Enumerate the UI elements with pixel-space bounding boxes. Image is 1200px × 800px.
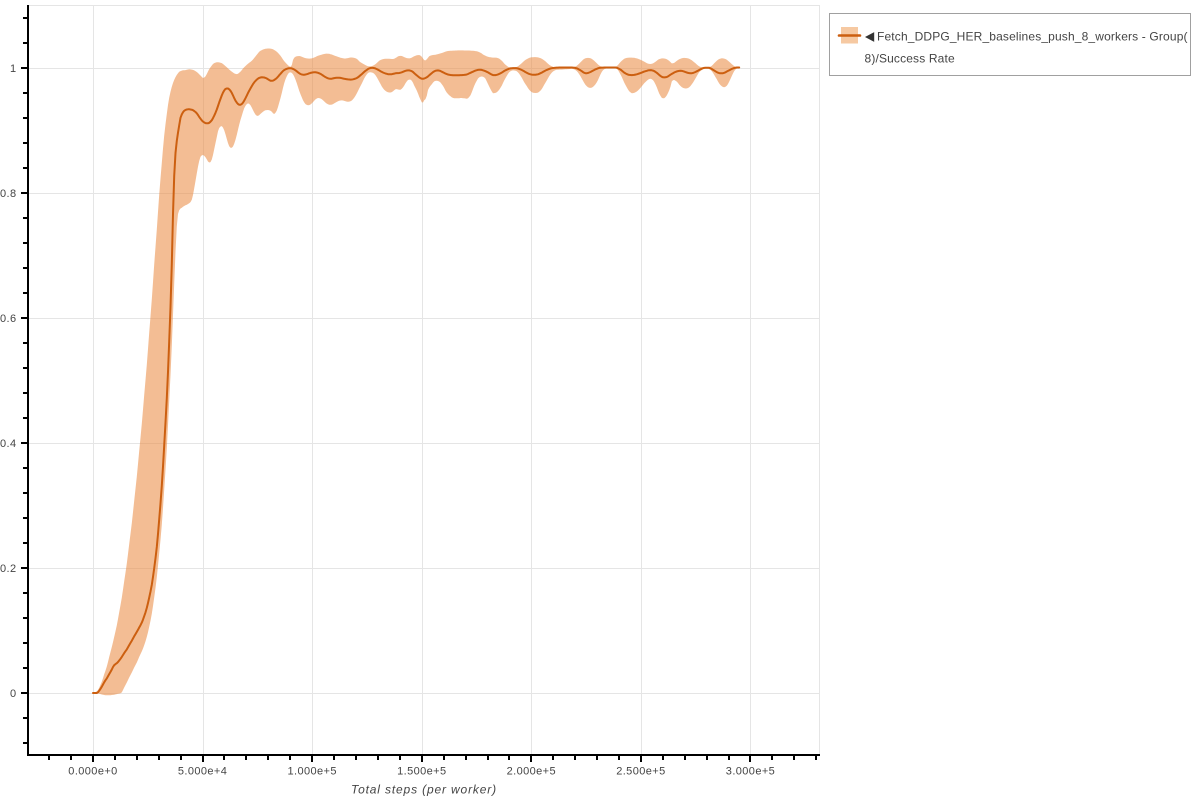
svg-text:8)/Success Rate: 8)/Success Rate [865,51,955,65]
svg-text:1: 1 [10,63,17,75]
svg-text:1.500e+5: 1.500e+5 [397,766,446,778]
svg-text:0.6: 0.6 [0,313,17,325]
svg-text:0.4: 0.4 [0,438,17,450]
svg-text:Fetch_DDPG_HER_baselines_push_: Fetch_DDPG_HER_baselines_push_8_workers … [877,30,1188,44]
svg-text:0.000e+0: 0.000e+0 [68,766,117,778]
svg-text:1.000e+5: 1.000e+5 [288,766,337,778]
svg-text:0.8: 0.8 [0,188,17,200]
svg-text:Total steps (per worker): Total steps (per worker) [351,783,497,797]
svg-text:2.500e+5: 2.500e+5 [616,766,665,778]
svg-text:5.000e+4: 5.000e+4 [178,766,227,778]
svg-text:0: 0 [10,688,17,700]
svg-text:2.000e+5: 2.000e+5 [507,766,556,778]
svg-text:0.2: 0.2 [0,563,17,575]
svg-text:3.000e+5: 3.000e+5 [726,766,775,778]
